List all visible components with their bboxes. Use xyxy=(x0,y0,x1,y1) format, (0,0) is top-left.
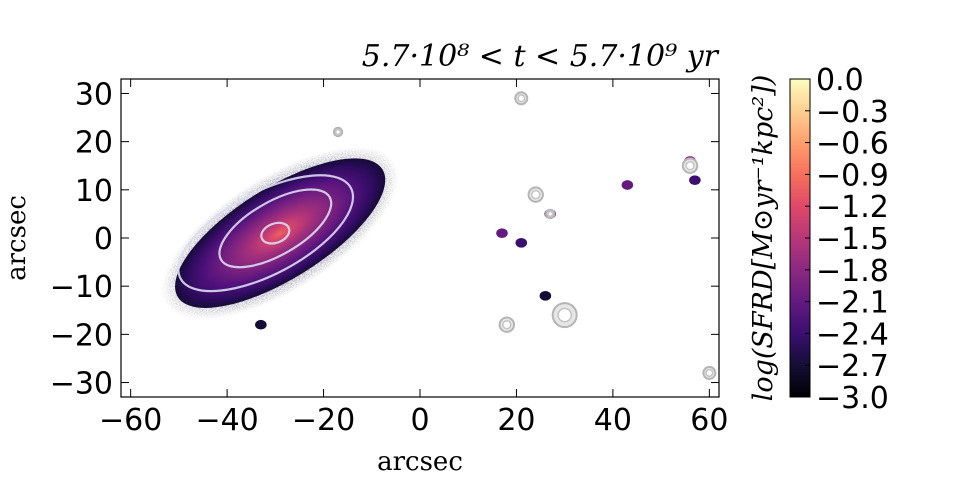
masked-star-inner-ring xyxy=(334,128,342,136)
contour-line xyxy=(218,188,333,269)
contour-line xyxy=(177,174,355,293)
x-tick-label: 60 xyxy=(690,403,728,438)
colorbar-tick-label: −2.1 xyxy=(816,286,889,321)
colorbar-tick-label: −2.4 xyxy=(816,317,889,352)
y-axis-ticks: −30 −20 −10 0 10 20 30 xyxy=(50,77,719,402)
masked-star-marker xyxy=(527,186,544,203)
colorbar-tick-label: −1.2 xyxy=(816,190,889,225)
y-axis-label: arcsec xyxy=(2,195,32,281)
colorbar-tick-label: −0.6 xyxy=(816,127,889,162)
masked-star-inner-ring xyxy=(517,94,526,103)
y-tick-label: 0 xyxy=(94,222,113,257)
y-tick-label: 10 xyxy=(75,174,113,209)
masked-star-inner-ring xyxy=(705,368,714,377)
masked-star-inner-ring xyxy=(557,307,573,323)
masked-star-inner-ring xyxy=(502,320,512,330)
masked-star-marker xyxy=(498,316,516,333)
masked-star-marker xyxy=(681,157,699,174)
y-tick-label: 30 xyxy=(75,77,113,112)
colorbar-label: log(SFRD[M⊙yr⁻¹kpc²]) xyxy=(748,75,779,402)
x-axis-label: arcsec xyxy=(377,447,463,477)
colorbar-tick-label: −0.9 xyxy=(816,158,889,193)
chart-title: 5.7·10⁸ < t < 5.7·10⁹ yr xyxy=(362,39,720,74)
y-tick-label: 20 xyxy=(75,126,113,161)
x-tick-label: −60 xyxy=(99,403,162,438)
masked-star-marker xyxy=(332,126,344,138)
source-blob xyxy=(515,238,528,248)
source-blob xyxy=(496,228,508,239)
contour-line xyxy=(260,221,291,245)
masked-star-marker xyxy=(551,302,578,329)
masked-star-inner-ring xyxy=(685,161,695,171)
x-tick-label: −40 xyxy=(195,403,258,438)
source-blob xyxy=(539,291,552,301)
colorbar-tick-label: −2.7 xyxy=(816,349,889,384)
colorbar-tick-label: −1.5 xyxy=(816,222,889,257)
masked-star-marker xyxy=(514,91,529,106)
masked-star-inner-ring xyxy=(547,210,554,217)
x-axis-ticks: −60 −40 −20 0 20 40 60 xyxy=(99,79,728,438)
colorbar-tick-label: 0.0 xyxy=(816,63,864,98)
source-blob xyxy=(255,319,267,330)
plot-content xyxy=(161,91,717,380)
y-tick-label: −10 xyxy=(50,270,113,305)
masked-star-marker xyxy=(702,365,717,380)
source-blob xyxy=(689,175,701,186)
y-tick-label: −30 xyxy=(50,367,113,402)
colorbar-tick-label: −3.0 xyxy=(816,381,889,416)
y-tick-label: −20 xyxy=(50,318,113,353)
colorbar-tick-label: −0.3 xyxy=(816,95,889,130)
x-tick-label: −20 xyxy=(292,403,355,438)
masked-star-marker xyxy=(545,208,556,220)
x-tick-label: 0 xyxy=(410,403,429,438)
colorbar-ticks: 0.0−0.3−0.6−0.9−1.2−1.5−1.8−2.1−2.4−2.7−… xyxy=(805,63,889,416)
masked-star-inner-ring xyxy=(531,189,541,200)
colorbar-tick-label: −1.8 xyxy=(816,254,889,289)
source-blob xyxy=(621,180,634,190)
x-tick-label: 20 xyxy=(497,403,535,438)
x-tick-label: 40 xyxy=(594,403,632,438)
galaxy-body xyxy=(175,158,386,308)
